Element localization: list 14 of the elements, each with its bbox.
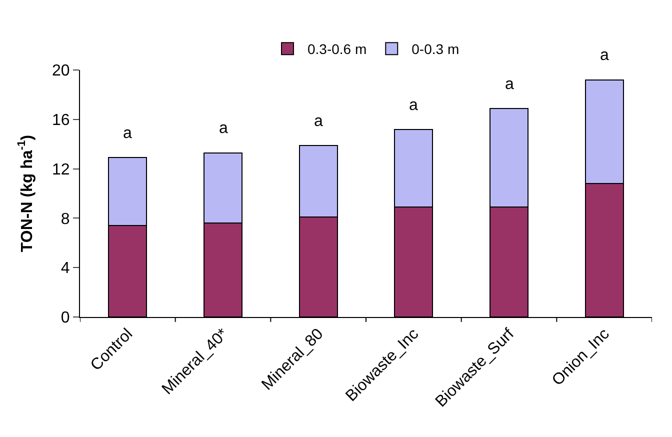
y-tick-label: 4 [60,260,70,278]
annotation: a [219,120,228,137]
annotation: a [600,47,609,64]
annotation: a [505,76,514,93]
legend-label: 0-0.3 m [412,41,460,58]
annotation: a [123,125,132,142]
y-tick-label: 0 [60,310,70,327]
y-tick-label: 12 [52,161,70,178]
legend-label: 0.3-0.6 m [308,41,367,58]
annotation: a [409,97,418,114]
y-tick-label: 16 [52,112,70,129]
y-tick-label: 20 [52,62,70,80]
y-tick-label: 8 [60,210,70,228]
annotation: a [314,113,323,130]
